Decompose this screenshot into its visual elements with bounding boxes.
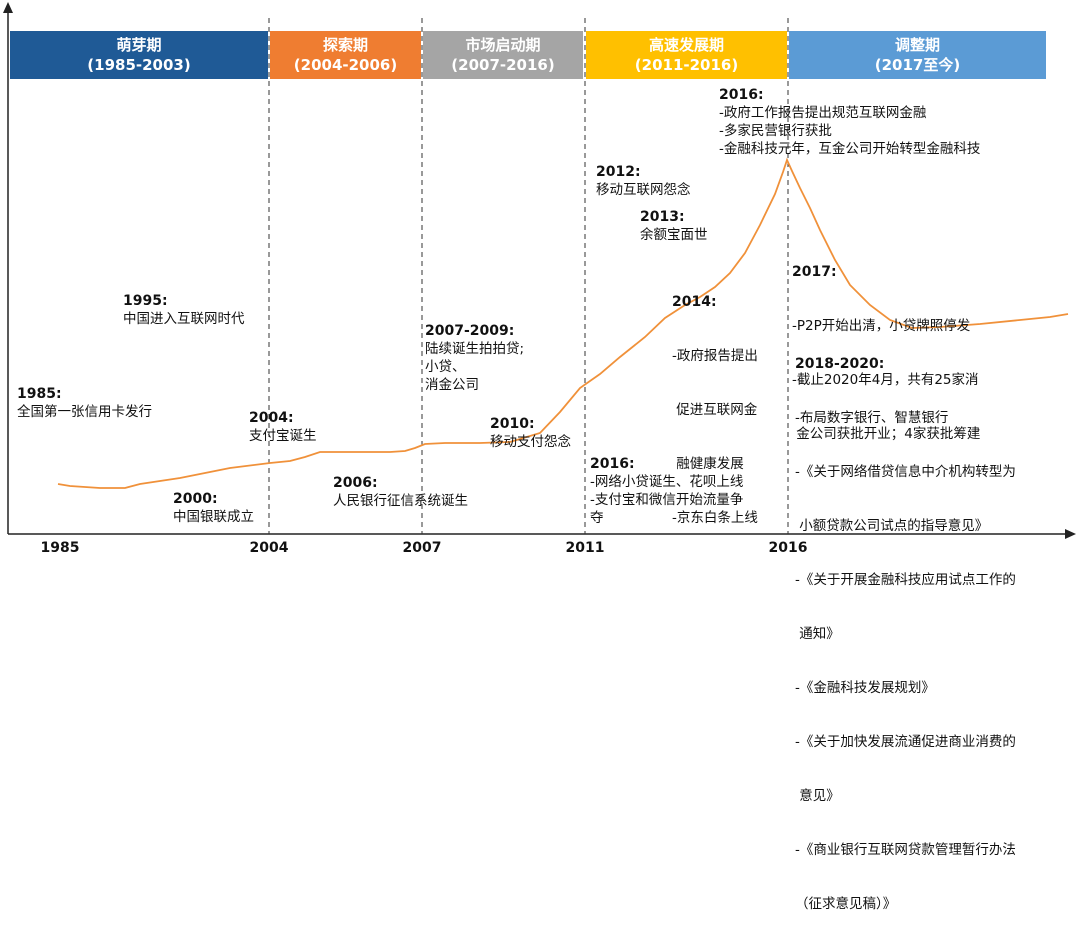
event-2012: 2012: 移动互联网怨念 (596, 163, 691, 199)
event-year: 2017: (792, 264, 837, 280)
event-line: 金公司获批开业；4家获批筹建 (792, 426, 981, 442)
event-line: -政府工作报告提出规范互联网金融 (719, 105, 927, 121)
event-line: 中国银联成立 (173, 509, 254, 525)
event-year: 2016: (590, 456, 635, 472)
event-line: -截止2020年4月，共有25家消 (792, 372, 979, 388)
phase-title: 调整期 (894, 36, 940, 54)
event-line: -金融科技元年，互金公司开始转型金融科技 (719, 141, 981, 157)
event-line: 通知》 (795, 626, 840, 642)
phase-period: (2007-2016) (451, 56, 555, 74)
event-line: -京东白条上线 (672, 510, 758, 526)
event-line: 支付宝诞生 (249, 428, 317, 444)
event-2000: 2000: 中国银联成立 (173, 490, 254, 526)
phase-period: (2004-2006) (293, 56, 398, 74)
event-line: -网络小贷诞生、花呗上线 (590, 474, 744, 490)
phase-exploration: 探索期 (2004-2006) (270, 31, 421, 79)
event-2013: 2013: 余额宝面世 (640, 208, 708, 244)
event-line: -《商业银行互联网贷款管理暂行办法 (795, 842, 1016, 858)
event-line: -《关于开展金融科技应用试点工作的 (795, 572, 1016, 588)
event-line: 融健康发展 (672, 456, 744, 472)
event-line: 全国第一张信用卡发行 (17, 404, 152, 420)
phase-title: 高速发展期 (648, 36, 724, 54)
event-line: 中国进入互联网时代 (123, 311, 245, 327)
event-line: -P2P开始出清，小贷牌照停发 (792, 318, 971, 334)
event-2014: 2014: -政府报告提出 促进互联网金 融健康发展 -京东白条上线 (672, 257, 758, 545)
event-line: 小贷、 (425, 359, 466, 375)
event-year: 1995: (123, 293, 168, 309)
event-2016-a: 2016: -网络小贷诞生、花呗上线 -支付宝和微信开始流量争 夺 (590, 455, 743, 527)
event-2007-2009: 2007-2009: 陆续诞生拍拍贷; 小贷、 消金公司 (425, 322, 524, 394)
vertical-axis-arrow (3, 2, 13, 13)
event-line: 促进互联网金 (672, 402, 758, 418)
axis-label-2007: 2007 (402, 540, 442, 556)
development-curve (57, 157, 1069, 489)
event-year: 2018-2020: (795, 356, 885, 372)
event-1985: 1985: 全国第一张信用卡发行 (17, 385, 152, 421)
event-line: 夺 (590, 510, 604, 526)
event-line: -《关于网络借贷信息中介机构转型为 (795, 464, 1016, 480)
event-year: 2004: (249, 410, 294, 426)
phase-period: (2011-2016) (634, 56, 739, 74)
event-line: -《金融科技发展规划》 (795, 680, 935, 696)
event-year: 2010: (490, 416, 535, 432)
phase-title: 萌芽期 (116, 36, 162, 54)
event-line: 消金公司 (425, 377, 479, 393)
event-line: 人民银行征信系统诞生 (333, 493, 468, 509)
event-year: 2007-2009: (425, 323, 515, 339)
event-line: -政府报告提出 (672, 348, 758, 364)
phase-period: (1985-2003) (87, 56, 191, 74)
event-line: （征求意见稿）》 (795, 896, 897, 912)
event-year: 1985: (17, 386, 62, 402)
event-2018-2020: 2018-2020: -布局数字银行、智慧银行 -《关于网络借贷信息中介机构转型… (795, 319, 1016, 931)
event-line: 移动支付怨念 (490, 434, 571, 450)
event-2017: 2017: -P2P开始出清，小贷牌照停发 -截止2020年4月，共有25家消 … (792, 227, 980, 461)
event-line: 移动互联网怨念 (596, 182, 691, 198)
event-line: 陆续诞生拍拍贷; (425, 341, 525, 357)
axis-label-2016: 2016 (768, 540, 808, 556)
axis-label-2011: 2011 (565, 540, 605, 556)
phase-embryonic: 萌芽期 (1985-2003) (10, 31, 268, 79)
phase-adjustment: 调整期 (2017至今) (789, 31, 1046, 79)
event-2006: 2006: 人民银行征信系统诞生 (333, 474, 468, 510)
event-line: -布局数字银行、智慧银行 (795, 410, 949, 426)
event-year: 2013: (640, 209, 685, 225)
phase-title: 探索期 (322, 36, 368, 54)
event-year: 2016: (719, 87, 764, 103)
event-2016-b: 2016: -政府工作报告提出规范互联网金融 -多家民营银行获批 -金融科技元年… (719, 86, 980, 158)
axis-label-2004: 2004 (249, 540, 289, 556)
timeline-chart (3, 2, 1076, 539)
phase-title: 市场启动期 (465, 36, 541, 54)
event-1995: 1995: 中国进入互联网时代 (123, 292, 245, 328)
phase-period: (2017至今) (874, 56, 961, 74)
phase-rapid-growth: 高速发展期 (2011-2016) (586, 31, 787, 79)
event-line: 小额贷款公司试点的指导意见》 (795, 518, 989, 534)
event-line: 余额宝面世 (640, 227, 708, 243)
event-year: 2000: (173, 491, 218, 507)
event-line: 意见》 (795, 788, 840, 804)
event-year: 2012: (596, 164, 641, 180)
event-line: -《关于加快发展流通促进商业消费的 (795, 734, 1016, 750)
event-year: 2006: (333, 475, 378, 491)
event-line: -支付宝和微信开始流量争 (590, 492, 744, 508)
event-year: 2014: (672, 294, 717, 310)
event-2010: 2010: 移动支付怨念 (490, 415, 571, 451)
event-2004: 2004: 支付宝诞生 (249, 409, 317, 445)
phase-market-start: 市场启动期 (2007-2016) (423, 31, 583, 79)
event-line: -多家民营银行获批 (719, 123, 832, 139)
axis-label-1985: 1985 (40, 540, 80, 556)
horizontal-axis-arrow (1065, 529, 1076, 539)
